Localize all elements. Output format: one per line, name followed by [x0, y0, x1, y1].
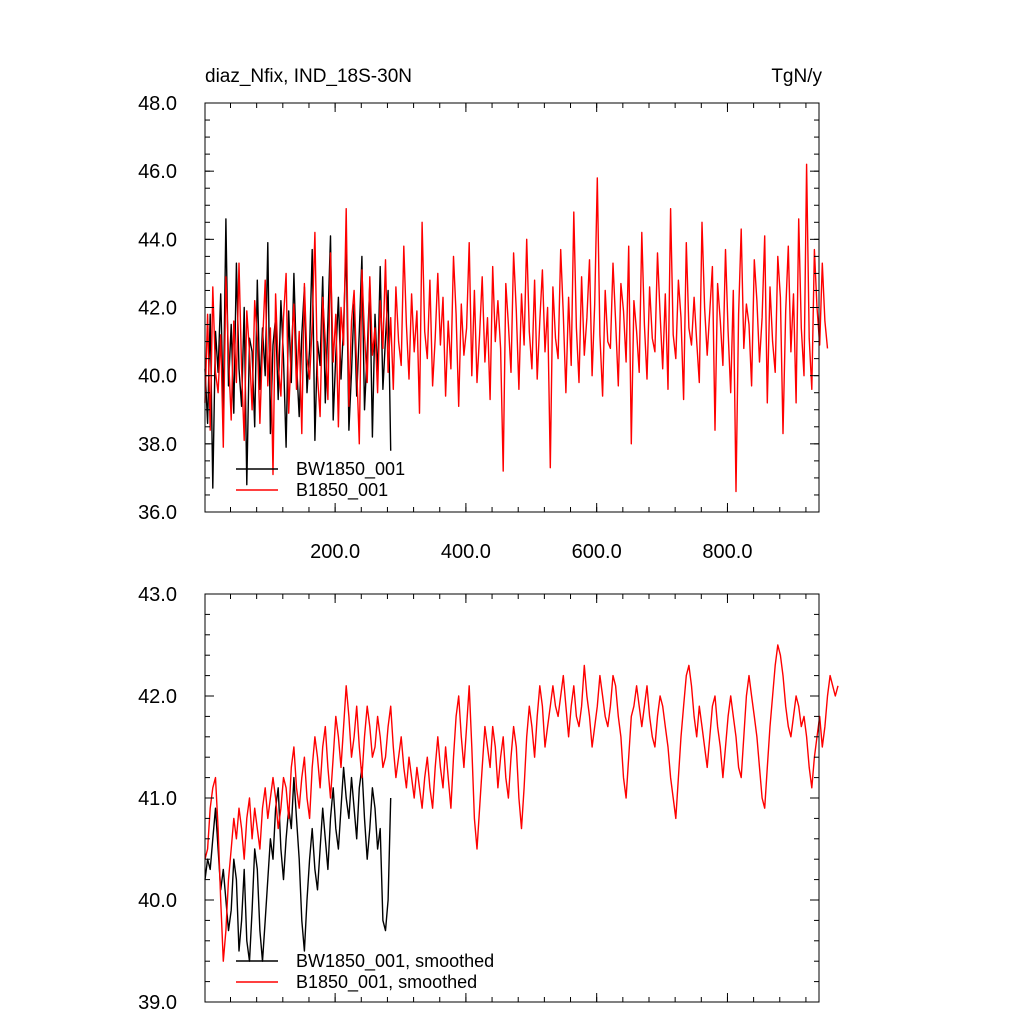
- top-ytick-label: 42.0: [138, 298, 177, 320]
- top-ticks-layer: 36.0 38.0 40.0 42.0 44.0 46.0 48.0 200.0 400.0 60…: [138, 93, 819, 563]
- top-series-line-2: [204, 163, 829, 493]
- top-xtick-label: 200.0: [310, 541, 360, 563]
- top-panel: diaz_Nfix, IND_18S-30N TgN/y 36.0 38.0 40.…: [138, 66, 829, 563]
- bottom-series-line-2: [204, 644, 839, 962]
- top-plot-frame: [204, 102, 820, 513]
- top-ytick-label: 38.0: [138, 434, 177, 456]
- bottom-ticks-layer: 39.0 40.0 41.0 42.0 43.0: [138, 584, 819, 1014]
- top-ytick-label: 46.0: [138, 161, 177, 183]
- bottom-ytick-label: 41.0: [138, 788, 177, 810]
- legend-label-bw1850-smoothed: BW1850_001, smoothed: [296, 951, 494, 972]
- bottom-legend: BW1850_001, smoothed B1850_001, smoothed: [236, 951, 494, 993]
- legend-label-b1850-smoothed: B1850_001, smoothed: [296, 972, 477, 993]
- bottom-ytick-label: 42.0: [138, 686, 177, 708]
- top-series-layer: [204, 163, 829, 493]
- top-xtick-label: 400.0: [441, 541, 491, 563]
- top-ytick-label: 44.0: [138, 229, 177, 251]
- legend-label-b1850: B1850_001: [296, 480, 388, 501]
- top-ytick-label: 36.0: [138, 502, 177, 524]
- top-ytick-label: 48.0: [138, 93, 177, 115]
- bottom-ytick-label: 39.0: [138, 992, 177, 1014]
- legend-label-bw1850: BW1850_001: [296, 459, 405, 480]
- bottom-plot-frame: [204, 593, 820, 1003]
- top-ytick-label: 40.0: [138, 366, 177, 388]
- top-panel-title: diaz_Nfix, IND_18S-30N: [205, 66, 412, 87]
- top-panel-units: TgN/y: [771, 66, 822, 87]
- top-xtick-label: 600.0: [572, 541, 622, 563]
- bottom-ytick-label: 40.0: [138, 890, 177, 912]
- bottom-series-line-1: [204, 766, 392, 962]
- top-legend: BW1850_001 B1850_001: [236, 459, 405, 501]
- bottom-series-layer: [204, 644, 839, 962]
- top-xtick-label: 800.0: [702, 541, 752, 563]
- top-series-line-1: [204, 218, 392, 489]
- bottom-panel: 39.0 40.0 41.0 42.0 43.0 BW1850_001, smoothe…: [138, 584, 839, 1014]
- bottom-ytick-label: 43.0: [138, 584, 177, 606]
